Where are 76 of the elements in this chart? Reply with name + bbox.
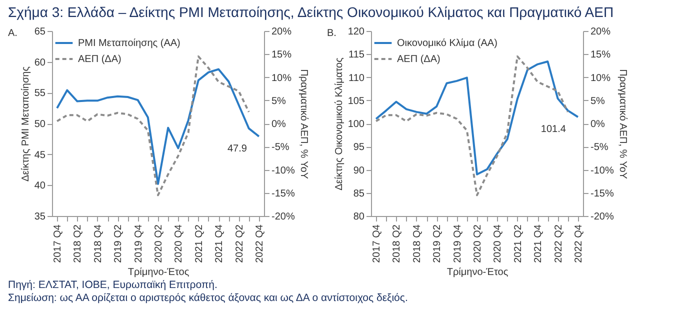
y2-tick-label: 15% xyxy=(272,50,292,61)
y-tick-label: 95 xyxy=(353,142,365,154)
x-axis-title: Τρίμηνο-Έτος xyxy=(128,266,190,278)
y2-tick-label: -15% xyxy=(272,188,295,200)
y-tick-label: 50 xyxy=(34,119,46,130)
y2-tick-label: 20% xyxy=(272,26,292,38)
y-tick-label: 115 xyxy=(348,50,365,61)
y2-tick-label: 5% xyxy=(272,96,286,107)
y2-tick-label: 10% xyxy=(272,72,292,84)
x-tick-label: 2021 Q2 xyxy=(512,224,524,263)
y2-tick-label: -10% xyxy=(590,165,614,176)
x-tick-label: 2018 Q4 xyxy=(92,224,104,263)
x-tick-label: 2020 Q4 xyxy=(492,224,504,263)
x-tick-label: 2021 Q4 xyxy=(533,224,544,263)
chart-title: A. xyxy=(8,28,18,39)
y2-tick-label: -20% xyxy=(590,212,614,222)
legend-label: ΑΕΠ (ΔΑ) xyxy=(78,54,122,65)
y-tick-label: 45 xyxy=(34,150,46,161)
x-tick-label: 2020 Q4 xyxy=(174,224,185,263)
y-tick-label: 65 xyxy=(34,26,46,38)
x-tick-label: 2021 Q4 xyxy=(214,224,226,263)
y-axis-title: Δείκτης PMI Μεταποίησης xyxy=(20,66,32,182)
chart-title: Β. xyxy=(327,28,336,39)
y2-tick-label: 10% xyxy=(590,72,611,84)
x-tick-label: 2018 Q2 xyxy=(392,224,403,263)
y2-tick-label: -5% xyxy=(590,142,608,154)
x-tick-label: 2019 Q4 xyxy=(133,224,144,263)
x-tick-label: 2018 Q4 xyxy=(412,224,423,263)
x-tick-label: 2022 Q4 xyxy=(254,224,266,263)
y2-axis-title: Πραγματικό ΑΕΠ, % YoY xyxy=(616,69,628,180)
x-tick-label: 2022 Q4 xyxy=(573,224,584,263)
line-series xyxy=(56,68,260,185)
y2-tick-label: 0% xyxy=(272,119,286,130)
x-tick-label: 2020 Q2 xyxy=(154,224,164,263)
y-tick-label: 100 xyxy=(348,119,365,130)
y2-tick-label: -20% xyxy=(272,212,295,222)
y2-tick-label: -15% xyxy=(590,188,614,200)
y2-axis-title: Πραγματικό ΑΕΠ, % YoY xyxy=(298,69,309,180)
x-tick-label: 2019 Q2 xyxy=(432,224,444,263)
y-axis-title: Δείκτης Οικονομικού Κλίματος xyxy=(334,57,345,190)
x-tick-label: 2019 Q2 xyxy=(113,224,124,263)
y2-tick-label: -10% xyxy=(272,165,295,176)
y-tick-label: 40 xyxy=(34,180,46,192)
x-tick-label: 2020 Q2 xyxy=(472,224,484,263)
x-tick-label: 2017 Q4 xyxy=(52,224,64,263)
annotation: 101.4 xyxy=(540,124,566,136)
text: Σχήμα 3: Ελλάδα – Δείκτης PMI Μεταποίησης, Δείκτης Οικονομικού Κλίματος και Πραγματικό ΑΕΠ xyxy=(8,4,615,20)
annotation: 47.9 xyxy=(227,143,248,154)
x-tick-label: 2021 Q2 xyxy=(194,224,205,263)
y-tick-label: 55 xyxy=(34,88,46,100)
y-tick-label: 105 xyxy=(348,96,365,107)
line-series xyxy=(375,55,569,196)
y-tick-label: 90 xyxy=(353,165,365,176)
legend-label: ΑΕΠ (ΔΑ) xyxy=(397,54,440,65)
y-tick-label: 120 xyxy=(348,26,365,38)
x-tick-label: 2017 Q4 xyxy=(372,224,383,263)
x-tick-label: 2022 Q2 xyxy=(553,224,564,263)
x-axis-title: Τρίμηνο-Έτος xyxy=(446,266,508,278)
y2-tick-label: 0% xyxy=(590,119,606,130)
text: Σημείωση: ως ΑΑ ορίζεται ο αριστερός κάθετος άξονας και ως ΔΑ ο αντίστοιχος δεξιός. xyxy=(8,292,409,305)
x-tick-label: 2019 Q4 xyxy=(452,224,464,263)
y2-tick-label: 15% xyxy=(590,50,611,61)
legend-label: Οικονομικό Κλίμα (ΑΑ) xyxy=(397,38,498,49)
text: Πηγή: ΕΛΣΤΑΤ, IOBE, Ευρωπαϊκή Επιτροπή. xyxy=(8,279,218,292)
y2-tick-label: 20% xyxy=(590,26,611,38)
y2-tick-label: -5% xyxy=(272,142,290,154)
line-series xyxy=(56,55,250,196)
x-tick-label: 2022 Q2 xyxy=(234,224,246,263)
legend-label: PMI Μεταποίησης (ΑΑ) xyxy=(78,38,180,49)
y-tick-label: 35 xyxy=(34,212,46,222)
x-tick-label: 2018 Q2 xyxy=(72,224,84,263)
y2-tick-label: 5% xyxy=(590,96,606,107)
y-tick-label: 110 xyxy=(348,72,365,84)
y-tick-label: 85 xyxy=(353,188,365,200)
y-tick-label: 60 xyxy=(34,57,46,68)
y-tick-label: 80 xyxy=(353,212,365,222)
